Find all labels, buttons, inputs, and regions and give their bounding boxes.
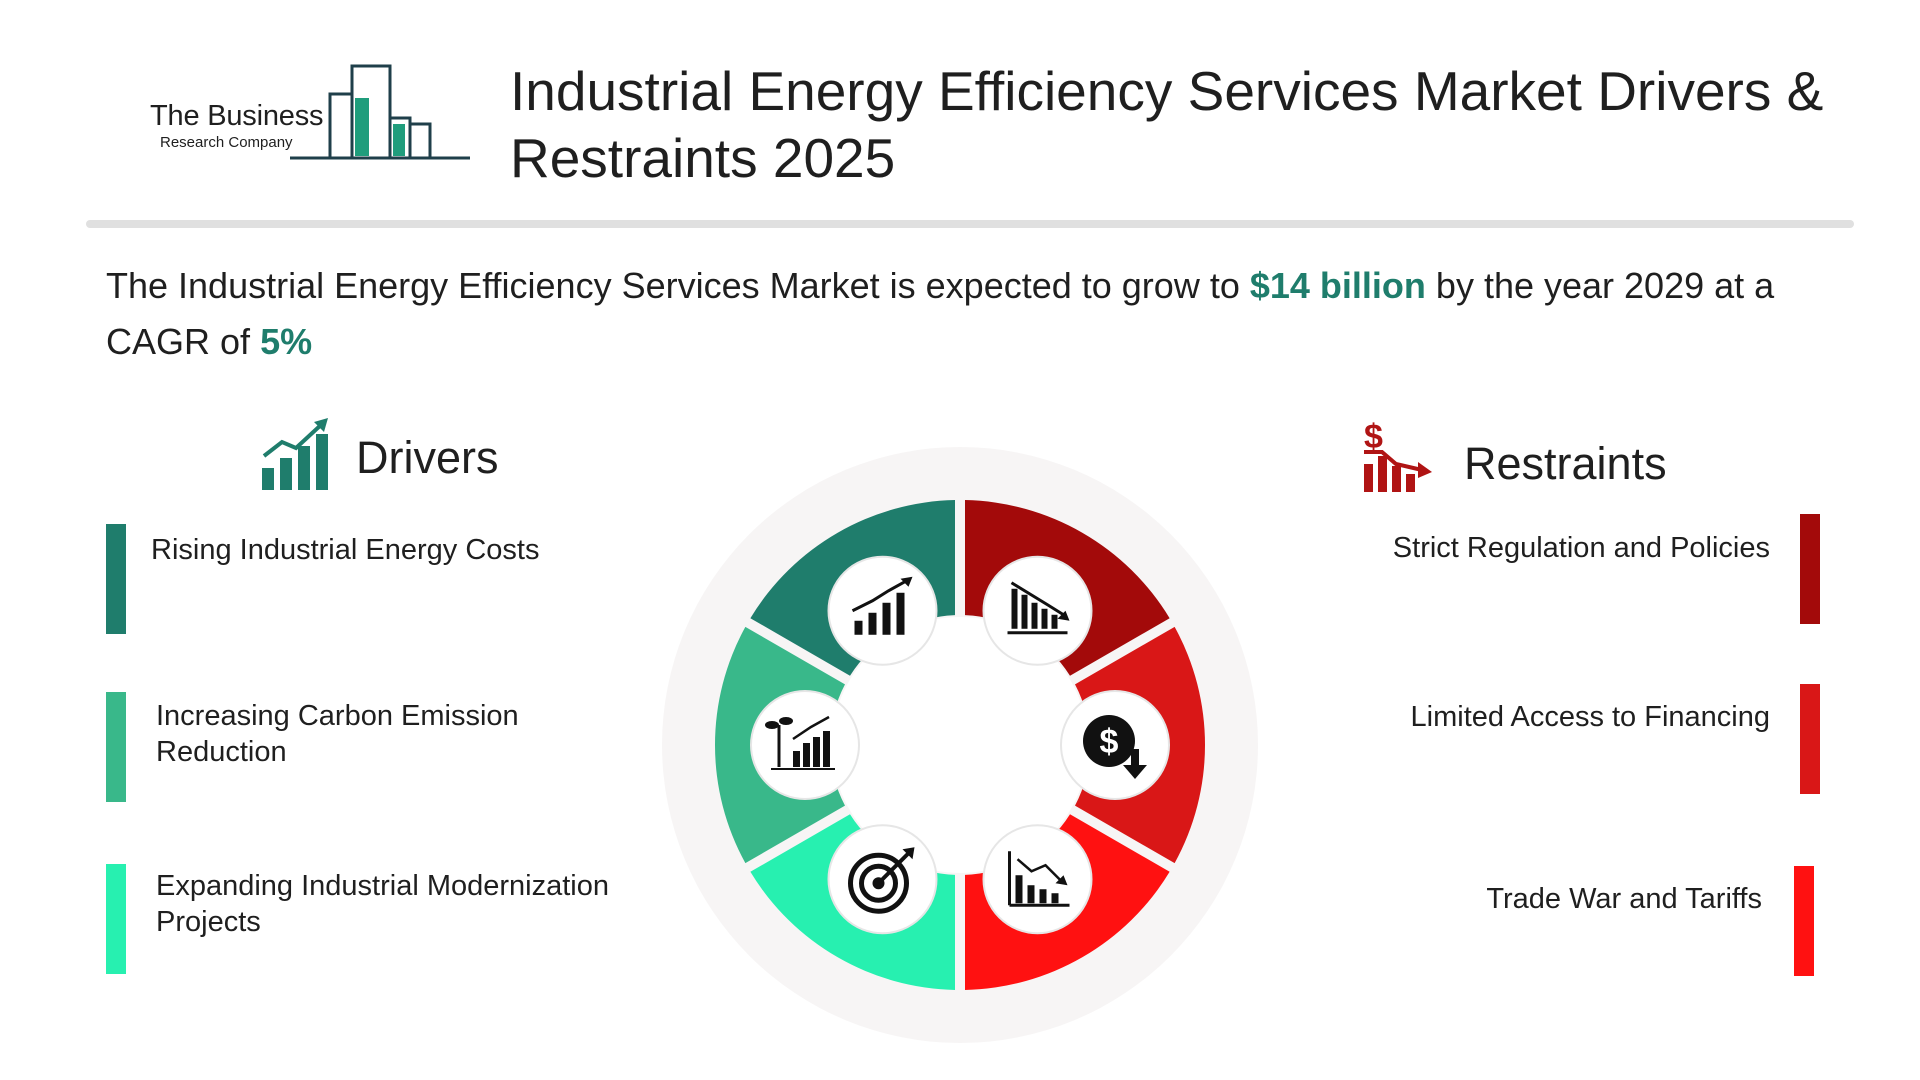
drivers-title: Drivers: [356, 432, 499, 483]
driver-label-3: Expanding Industrial Modernization Proje…: [156, 870, 609, 938]
cagr-value: 5%: [260, 321, 313, 362]
restraint-label-2: Limited Access to Financing: [1410, 701, 1770, 733]
summary-prefix: The Industrial Energy Efficiency Service…: [106, 265, 1240, 306]
page-title: Industrial Energy Efficiency Services Ma…: [510, 60, 1824, 189]
header-divider: [86, 220, 1854, 228]
market-summary: The Industrial Energy Efficiency Service…: [106, 258, 1806, 370]
restraints-title: Restraints: [1464, 438, 1667, 489]
svg-text:$: $: [1364, 418, 1383, 456]
restraint-label-3: Trade War and Tariffs: [1486, 883, 1762, 915]
dollar-down-icon: $: [1083, 715, 1147, 779]
logo-text-primary: The Business: [150, 100, 324, 132]
market-value: $14 billion: [1249, 265, 1426, 306]
company-logo: The Business Research Company: [140, 58, 480, 168]
restraint-marker-1: [1800, 514, 1820, 624]
svg-text:$: $: [1100, 723, 1119, 761]
plant-growth-chart-icon: [765, 715, 835, 770]
logo-buildings-icon: [290, 64, 470, 160]
driver-marker-2: [106, 692, 126, 802]
target-icon: [848, 847, 915, 914]
growth-chart-icon: [262, 418, 328, 490]
declining-bars-icon: [1007, 581, 1070, 635]
declining-chart-icon-circle: [982, 824, 1093, 935]
summary-middle: by the year 2029 at a CAGR of: [106, 265, 1775, 362]
drivers-restraints-wheel: $: [662, 447, 1258, 1043]
driver-marker-3: [106, 864, 126, 974]
driver-label-1: Rising Industrial Energy Costs: [151, 534, 540, 566]
logo-text-secondary: Research Company: [160, 134, 293, 151]
restraint-marker-3: [1794, 866, 1814, 976]
restraint-marker-2: [1800, 684, 1820, 794]
declining-chart-icon: [1008, 851, 1070, 907]
growth-chart-icon: [851, 576, 913, 635]
restraint-label-1: Strict Regulation and Policies: [1392, 532, 1770, 564]
dollar-decline-icon: $: [1364, 418, 1432, 492]
driver-marker-1: [106, 524, 126, 634]
wheel-center: [832, 617, 1088, 873]
driver-label-2: Increasing Carbon Emission Reduction: [156, 700, 519, 768]
